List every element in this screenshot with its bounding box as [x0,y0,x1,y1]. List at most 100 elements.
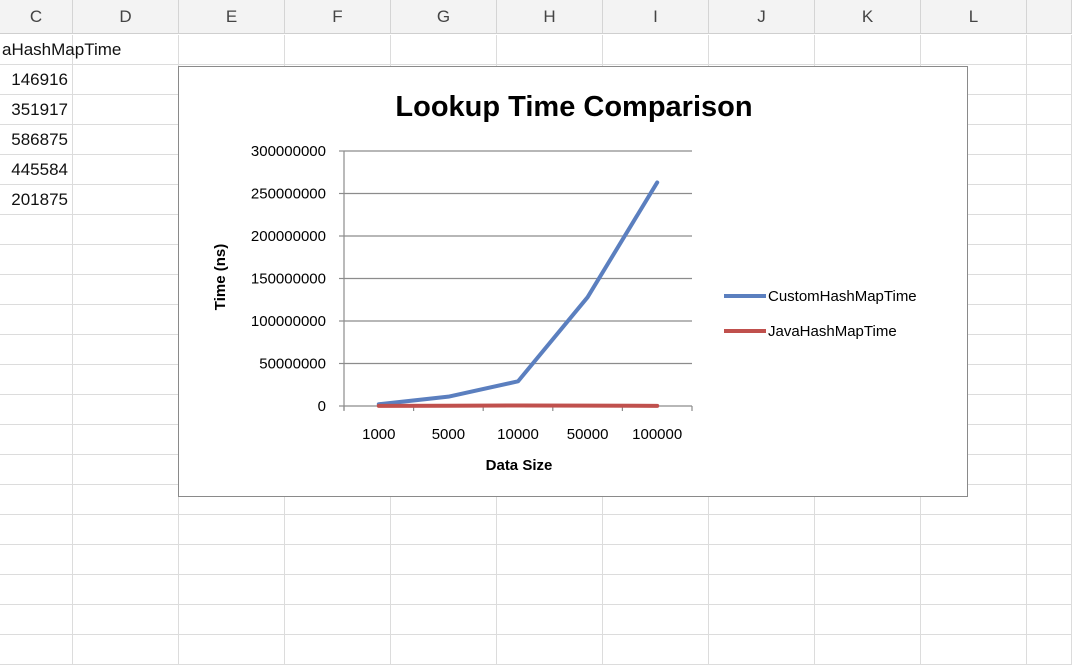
cell[interactable] [1027,365,1072,395]
column-header-k[interactable]: K [815,0,921,34]
cell[interactable] [603,35,709,65]
cell[interactable] [497,635,603,665]
cell[interactable] [1027,125,1072,155]
cell[interactable] [179,605,285,635]
cell[interactable] [1027,185,1072,215]
cell[interactable] [921,575,1027,605]
cell[interactable] [603,575,709,605]
cell[interactable] [73,425,179,455]
cell[interactable] [497,575,603,605]
cell[interactable] [179,35,285,65]
cell[interactable] [73,515,179,545]
cell[interactable] [921,515,1027,545]
cell[interactable] [285,605,391,635]
cell[interactable] [73,605,179,635]
cell[interactable] [0,305,73,335]
cell[interactable] [1027,575,1072,605]
cell[interactable] [0,455,73,485]
cell[interactable] [285,635,391,665]
cell[interactable] [1027,635,1072,665]
cell[interactable] [709,515,815,545]
cell[interactable] [285,515,391,545]
cell[interactable] [179,545,285,575]
cell[interactable] [815,605,921,635]
cell[interactable] [709,575,815,605]
cell[interactable] [1027,455,1072,485]
cell[interactable] [921,635,1027,665]
cell[interactable] [391,605,497,635]
cell[interactable] [1027,515,1072,545]
cell[interactable] [0,365,73,395]
cell[interactable] [73,635,179,665]
cell[interactable] [391,545,497,575]
cell[interactable] [497,35,603,65]
column-header-g[interactable]: G [391,0,497,34]
cell[interactable] [1027,305,1072,335]
cell[interactable] [73,575,179,605]
cell[interactable] [1027,545,1072,575]
cell[interactable] [0,275,73,305]
cell[interactable] [603,515,709,545]
cell[interactable] [603,605,709,635]
cell[interactable] [391,575,497,605]
cell[interactable] [0,335,73,365]
cell[interactable] [73,185,179,215]
cell[interactable] [0,545,73,575]
cell[interactable] [73,395,179,425]
column-header-c[interactable]: C [0,0,73,34]
cell[interactable] [1027,65,1072,95]
cell[interactable] [1027,275,1072,305]
column-header-l[interactable]: L [921,0,1027,34]
cell[interactable] [0,395,73,425]
cell[interactable] [709,545,815,575]
cell[interactable] [73,95,179,125]
cell[interactable] [921,545,1027,575]
cell[interactable] [285,35,391,65]
cell[interactable]: 445584 [0,155,73,185]
cell[interactable] [285,545,391,575]
cell[interactable] [1027,425,1072,455]
cell[interactable] [179,635,285,665]
cell[interactable] [285,575,391,605]
cell[interactable] [603,545,709,575]
column-header-h[interactable]: H [497,0,603,34]
column-header-d[interactable]: D [73,0,179,34]
cell[interactable] [0,215,73,245]
cell[interactable] [73,215,179,245]
cell[interactable] [815,515,921,545]
cell[interactable] [391,35,497,65]
cell[interactable] [497,515,603,545]
cell[interactable]: 351917 [0,95,73,125]
cell[interactable] [815,635,921,665]
cell[interactable] [1027,245,1072,275]
cell[interactable]: 586875 [0,125,73,155]
cell[interactable] [1027,485,1072,515]
cell[interactable] [0,245,73,275]
cell[interactable] [1027,155,1072,185]
cell[interactable] [921,35,1027,65]
cell[interactable] [73,455,179,485]
cell[interactable] [0,515,73,545]
cell[interactable] [603,635,709,665]
cell[interactable] [73,275,179,305]
cell[interactable] [391,515,497,545]
cell[interactable] [921,605,1027,635]
cell[interactable] [497,605,603,635]
column-header-e[interactable]: E [179,0,285,34]
cell[interactable] [1027,215,1072,245]
cell[interactable] [73,155,179,185]
cell[interactable]: 146916 [0,65,73,95]
column-header-i[interactable]: I [603,0,709,34]
cell[interactable] [73,365,179,395]
column-header-f[interactable]: F [285,0,391,34]
cell[interactable] [815,575,921,605]
cell[interactable] [179,515,285,545]
cell[interactable] [0,425,73,455]
cell[interactable] [73,485,179,515]
cell[interactable] [815,545,921,575]
cell[interactable] [0,635,73,665]
cell[interactable] [1027,395,1072,425]
cell[interactable] [1027,35,1072,65]
cell[interactable] [709,605,815,635]
